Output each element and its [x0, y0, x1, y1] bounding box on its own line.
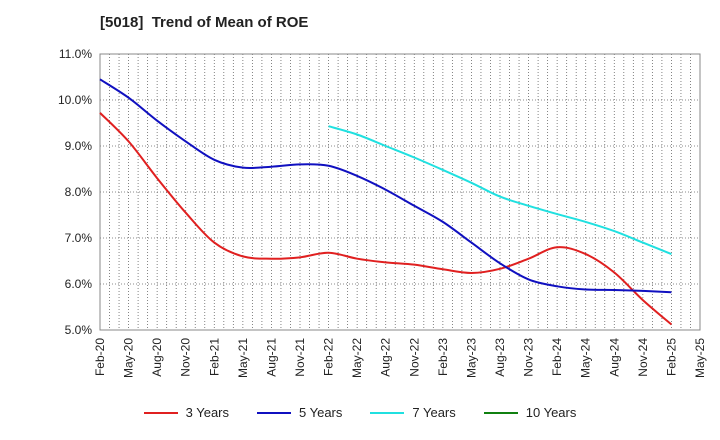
- y-tick-label: 8.0%: [65, 185, 93, 199]
- x-tick-label: May-23: [464, 338, 478, 378]
- legend-item-7-years: 7 Years: [370, 405, 456, 420]
- x-tick-label: Feb-23: [436, 338, 450, 376]
- legend-label-3-years: 3 Years: [185, 405, 229, 420]
- x-tick-label: Feb-20: [93, 338, 107, 376]
- x-tick-label: Nov-21: [293, 338, 307, 377]
- x-tick-label: May-24: [579, 338, 593, 378]
- x-tick-label: Aug-24: [607, 338, 621, 377]
- y-tick-label: 7.0%: [65, 231, 93, 245]
- legend-swatch-10-years: [483, 411, 518, 414]
- x-tick-label: May-22: [350, 338, 364, 378]
- x-tick-label: Feb-25: [664, 338, 678, 376]
- legend-label-7-years: 7 Years: [412, 405, 456, 420]
- legend-swatch-5-years: [257, 411, 291, 414]
- y-tick-label: 10.0%: [58, 93, 92, 107]
- x-tick-label: Nov-24: [636, 338, 650, 377]
- legend-item-3-years: 3 Years: [143, 405, 229, 420]
- series-line-7-years: [328, 125, 672, 256]
- x-tick-label: May-21: [236, 338, 250, 378]
- legend-item-5-years: 5 Years: [257, 405, 342, 420]
- y-tick-label: 9.0%: [65, 139, 93, 153]
- x-tick-label: Nov-22: [407, 338, 421, 377]
- plot-area-border: [99, 53, 701, 331]
- legend-label-5-years: 5 Years: [299, 405, 343, 420]
- x-tick-label: Aug-21: [264, 338, 278, 377]
- legend-swatch-7-years: [370, 411, 405, 414]
- x-tick-label: Feb-24: [550, 338, 564, 376]
- series-line-5-years: [99, 78, 672, 294]
- x-tick-label: Feb-22: [322, 338, 336, 376]
- x-tick-label: Aug-20: [150, 338, 164, 377]
- legend-swatch-3-years: [143, 411, 178, 414]
- y-tick-label: 5.0%: [65, 323, 93, 337]
- legend-item-10-years: 10 Years: [483, 405, 577, 420]
- legend-label-10-years: 10 Years: [525, 405, 577, 420]
- x-tick-label: Nov-20: [179, 338, 193, 377]
- series-line-3-years: [99, 112, 673, 326]
- x-tick-label: Aug-22: [379, 338, 393, 377]
- chart-title: [5018] Trend of Mean of ROE: [100, 14, 309, 31]
- chart-legend: 3 Years 5 Years 7 Years 10 Years: [0, 405, 720, 420]
- x-tick-label: May-25: [693, 338, 707, 378]
- x-tick-label: May-20: [122, 338, 136, 378]
- x-tick-label: Nov-23: [522, 338, 536, 377]
- y-tick-label: 11.0%: [59, 47, 92, 61]
- y-tick-label: 6.0%: [65, 277, 93, 291]
- x-tick-label: Aug-23: [493, 338, 507, 377]
- x-tick-label: Feb-21: [207, 338, 221, 376]
